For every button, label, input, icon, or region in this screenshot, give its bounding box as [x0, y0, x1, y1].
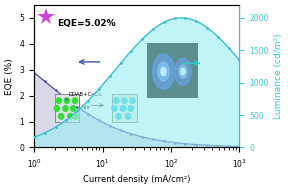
Point — [183, 17, 188, 20]
Point — [64, 97, 69, 100]
Point — [32, 136, 36, 139]
Point — [43, 80, 47, 83]
Point — [215, 144, 220, 147]
Point — [172, 141, 177, 144]
Point — [215, 35, 220, 38]
Y-axis label: EQE (%): EQE (%) — [5, 58, 14, 94]
X-axis label: Current density (mA/cm²): Current density (mA/cm²) — [83, 175, 190, 184]
Point — [172, 17, 177, 20]
Text: EQE=5.02%: EQE=5.02% — [58, 19, 116, 28]
Point — [107, 75, 112, 78]
Point — [129, 49, 134, 52]
Point — [86, 112, 90, 115]
Point — [183, 142, 188, 145]
Point — [118, 129, 123, 132]
Point — [129, 132, 134, 135]
Point — [162, 21, 166, 24]
Point — [53, 89, 58, 92]
Point — [151, 138, 155, 141]
Point — [96, 119, 101, 122]
Y-axis label: Luminance (cd/m²): Luminance (cd/m²) — [274, 33, 283, 119]
Point — [237, 59, 242, 62]
Point — [226, 145, 231, 148]
Point — [53, 125, 58, 129]
Point — [194, 20, 198, 23]
Point — [107, 124, 112, 127]
Point — [140, 38, 145, 41]
Text: DDAB+CuCl₂: DDAB+CuCl₂ — [69, 92, 103, 97]
Point — [162, 140, 166, 143]
Point — [86, 99, 90, 102]
Point — [118, 62, 123, 65]
Point — [140, 135, 145, 138]
Point — [237, 145, 242, 148]
Point — [151, 28, 155, 31]
Point — [75, 105, 79, 108]
Point — [205, 144, 209, 147]
Point — [205, 26, 209, 29]
Point — [43, 131, 47, 134]
Point — [96, 88, 101, 91]
Point — [32, 71, 36, 74]
Point — [226, 46, 231, 49]
Point — [64, 118, 69, 121]
Text: Stir: Stir — [81, 105, 90, 110]
Point — [75, 109, 79, 112]
Point — [194, 143, 198, 146]
